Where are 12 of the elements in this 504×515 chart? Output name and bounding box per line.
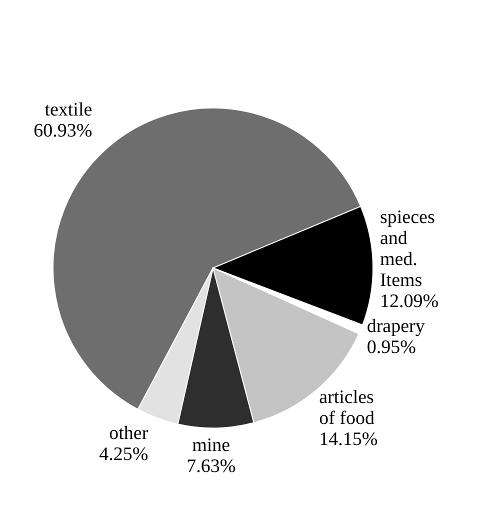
data-label: 12.09% xyxy=(380,291,439,312)
slice-label: mine xyxy=(192,434,230,456)
data-label: 0.95% xyxy=(366,337,416,358)
slice-label: drapery xyxy=(366,316,426,338)
data-label: 60.93% xyxy=(34,120,92,142)
slice-label: spieces and med. Items xyxy=(380,207,435,292)
slice-label: articles of food xyxy=(319,386,376,429)
slice-label: other xyxy=(109,422,149,444)
slice-label: textile xyxy=(44,99,92,120)
data-label: 4.25% xyxy=(99,444,148,465)
data-label: 7.63% xyxy=(186,456,236,477)
data-label: 14.15% xyxy=(319,428,378,450)
